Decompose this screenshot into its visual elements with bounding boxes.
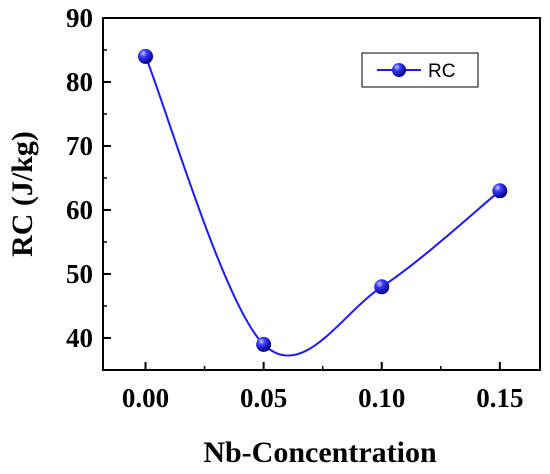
- y-tick-label: 80: [66, 67, 93, 97]
- y-tick-label: 40: [66, 323, 93, 353]
- y-tick-label: 70: [66, 131, 93, 161]
- x-axis-ticks: 0.00 0.05 0.10 0.15: [122, 362, 523, 413]
- data-point: [138, 48, 154, 64]
- y-tick-label: 90: [66, 3, 93, 33]
- plot-area-frame: [102, 17, 541, 371]
- x-axis-title: Nb-Concentration: [203, 436, 437, 469]
- x-tick-label: 0.05: [240, 383, 287, 413]
- legend-label-rc: RC: [428, 61, 455, 82]
- data-point: [256, 336, 272, 352]
- x-tick-label: 0.00: [122, 383, 169, 413]
- y-tick-label: 60: [66, 195, 93, 225]
- y-axis-ticks: 40 50 60 70 80 90: [66, 3, 111, 371]
- series-points-rc: [138, 48, 508, 352]
- x-tick-label: 0.10: [358, 383, 405, 413]
- data-point: [492, 183, 508, 199]
- x-tick-label: 0.15: [476, 383, 523, 413]
- data-point: [374, 279, 390, 295]
- y-axis-title: RC (J/kg): [6, 131, 39, 257]
- series-line-rc: [144, 56, 501, 357]
- legend: RC: [361, 52, 479, 88]
- y-tick-label: 50: [66, 259, 93, 289]
- legend-marker: [392, 63, 406, 77]
